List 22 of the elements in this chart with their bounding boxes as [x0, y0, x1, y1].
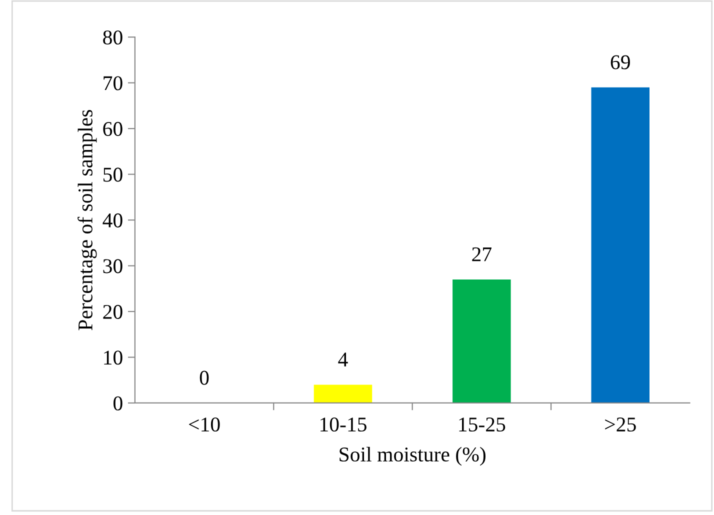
x-tick-label: 15-25 — [459, 418, 506, 432]
y-axis-title: Percentage of soil samples — [78, 110, 97, 330]
y-tick-label: 80 — [103, 30, 122, 45]
y-tick-label: 50 — [104, 168, 122, 182]
y-tick-label: 10 — [104, 350, 122, 365]
y-tick-label: 30 — [103, 259, 122, 274]
y-tick-label: 20 — [103, 304, 122, 319]
data-label: 69 — [610, 55, 630, 70]
bar — [314, 384, 372, 403]
y-tick-label: 70 — [104, 76, 122, 90]
y-tick-label: 0 — [114, 396, 122, 410]
x-axis-title: Soil moisture (%) — [340, 446, 486, 466]
x-tick-label: <10 — [189, 417, 220, 432]
data-label: 27 — [472, 247, 492, 262]
y-tick-label: 60 — [103, 122, 122, 136]
bar — [591, 87, 650, 403]
y-tick-label: 40 — [102, 213, 122, 228]
data-label: 4 — [338, 352, 348, 366]
x-tick-label: >25 — [605, 418, 636, 432]
x-tick-label: 10-15 — [320, 417, 366, 432]
data-label: 0 — [200, 370, 209, 385]
bar — [452, 279, 511, 403]
